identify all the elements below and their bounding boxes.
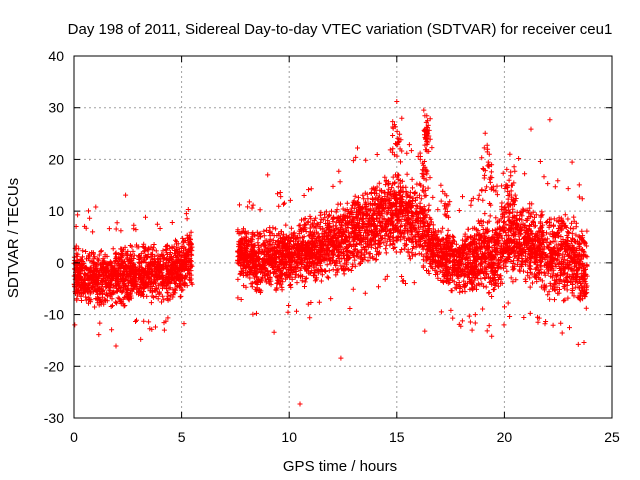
x-tick-label: 20 — [497, 429, 513, 445]
y-tick-label: 40 — [48, 48, 64, 64]
scatter-points — [71, 99, 590, 407]
x-tick-label: 5 — [178, 429, 186, 445]
x-tick-label: 15 — [389, 429, 405, 445]
y-axis-label: SDTVAR / TECUs — [5, 178, 22, 298]
y-tick-label: -10 — [44, 307, 64, 323]
x-tick-label: 25 — [604, 429, 620, 445]
y-tick-label: -30 — [44, 410, 64, 426]
plot-frame — [73, 55, 613, 419]
x-tick-label: 10 — [281, 429, 297, 445]
x-axis-label: GPS time / hours — [283, 458, 397, 475]
x-tick-label: 0 — [70, 429, 78, 445]
y-tick-label: 10 — [48, 203, 64, 219]
y-tick-label: -20 — [44, 358, 64, 374]
tick-labels-layer: 0 5 10 15 20 25 -30 -20 -10 0 10 20 30 40 — [44, 48, 620, 445]
y-tick-label: 30 — [48, 100, 64, 116]
y-tick-label: 0 — [56, 255, 64, 271]
chart-title: Day 198 of 2011, Sidereal Day-to-day VTE… — [68, 21, 613, 38]
y-tick-label: 20 — [48, 151, 64, 167]
axes-layer — [73, 55, 613, 419]
data-points-layer — [71, 99, 590, 407]
